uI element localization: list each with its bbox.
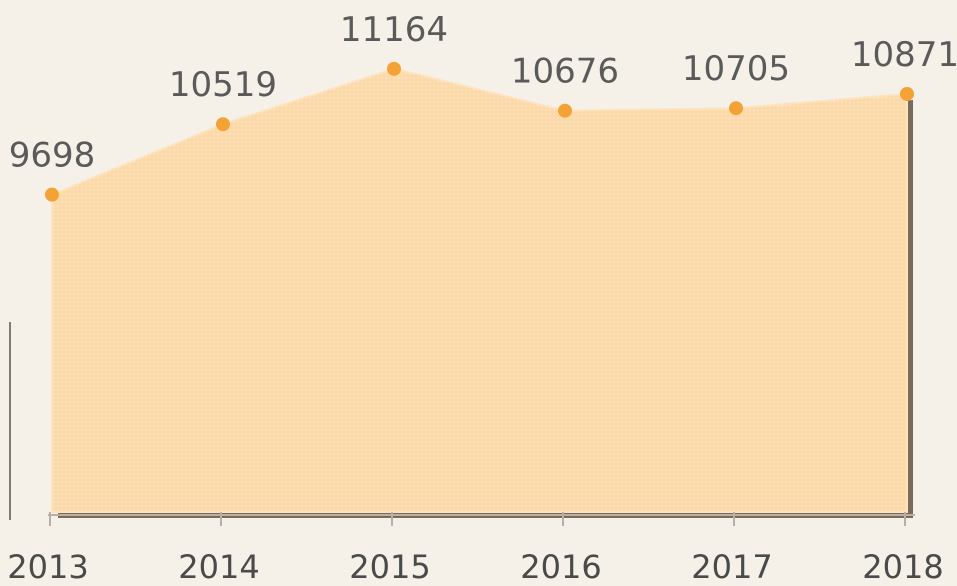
point — [216, 117, 230, 132]
x-tick-label: 2014 — [178, 548, 259, 586]
point — [558, 103, 572, 118]
x-tick-label: 2016 — [520, 548, 601, 586]
value-label: 11164 — [340, 10, 448, 50]
point — [45, 187, 59, 202]
plot: 2013 2014 2015 2016 2017 2018 9698 10519 11164 10… — [7, 10, 957, 586]
value-label: 10676 — [511, 52, 619, 92]
point — [729, 101, 743, 116]
x-tick-label: 2017 — [691, 548, 772, 586]
value-label: 9698 — [9, 136, 96, 176]
x-tick-label: 2015 — [349, 548, 430, 586]
area — [51, 67, 908, 513]
point — [900, 86, 914, 101]
x-tick-label: 2018 — [862, 548, 943, 586]
point — [387, 61, 401, 76]
value-label: 10705 — [682, 49, 790, 89]
value-label: 10871 — [851, 35, 957, 75]
value-label: 10519 — [169, 65, 277, 105]
x-tick-label: 2013 — [7, 548, 88, 586]
